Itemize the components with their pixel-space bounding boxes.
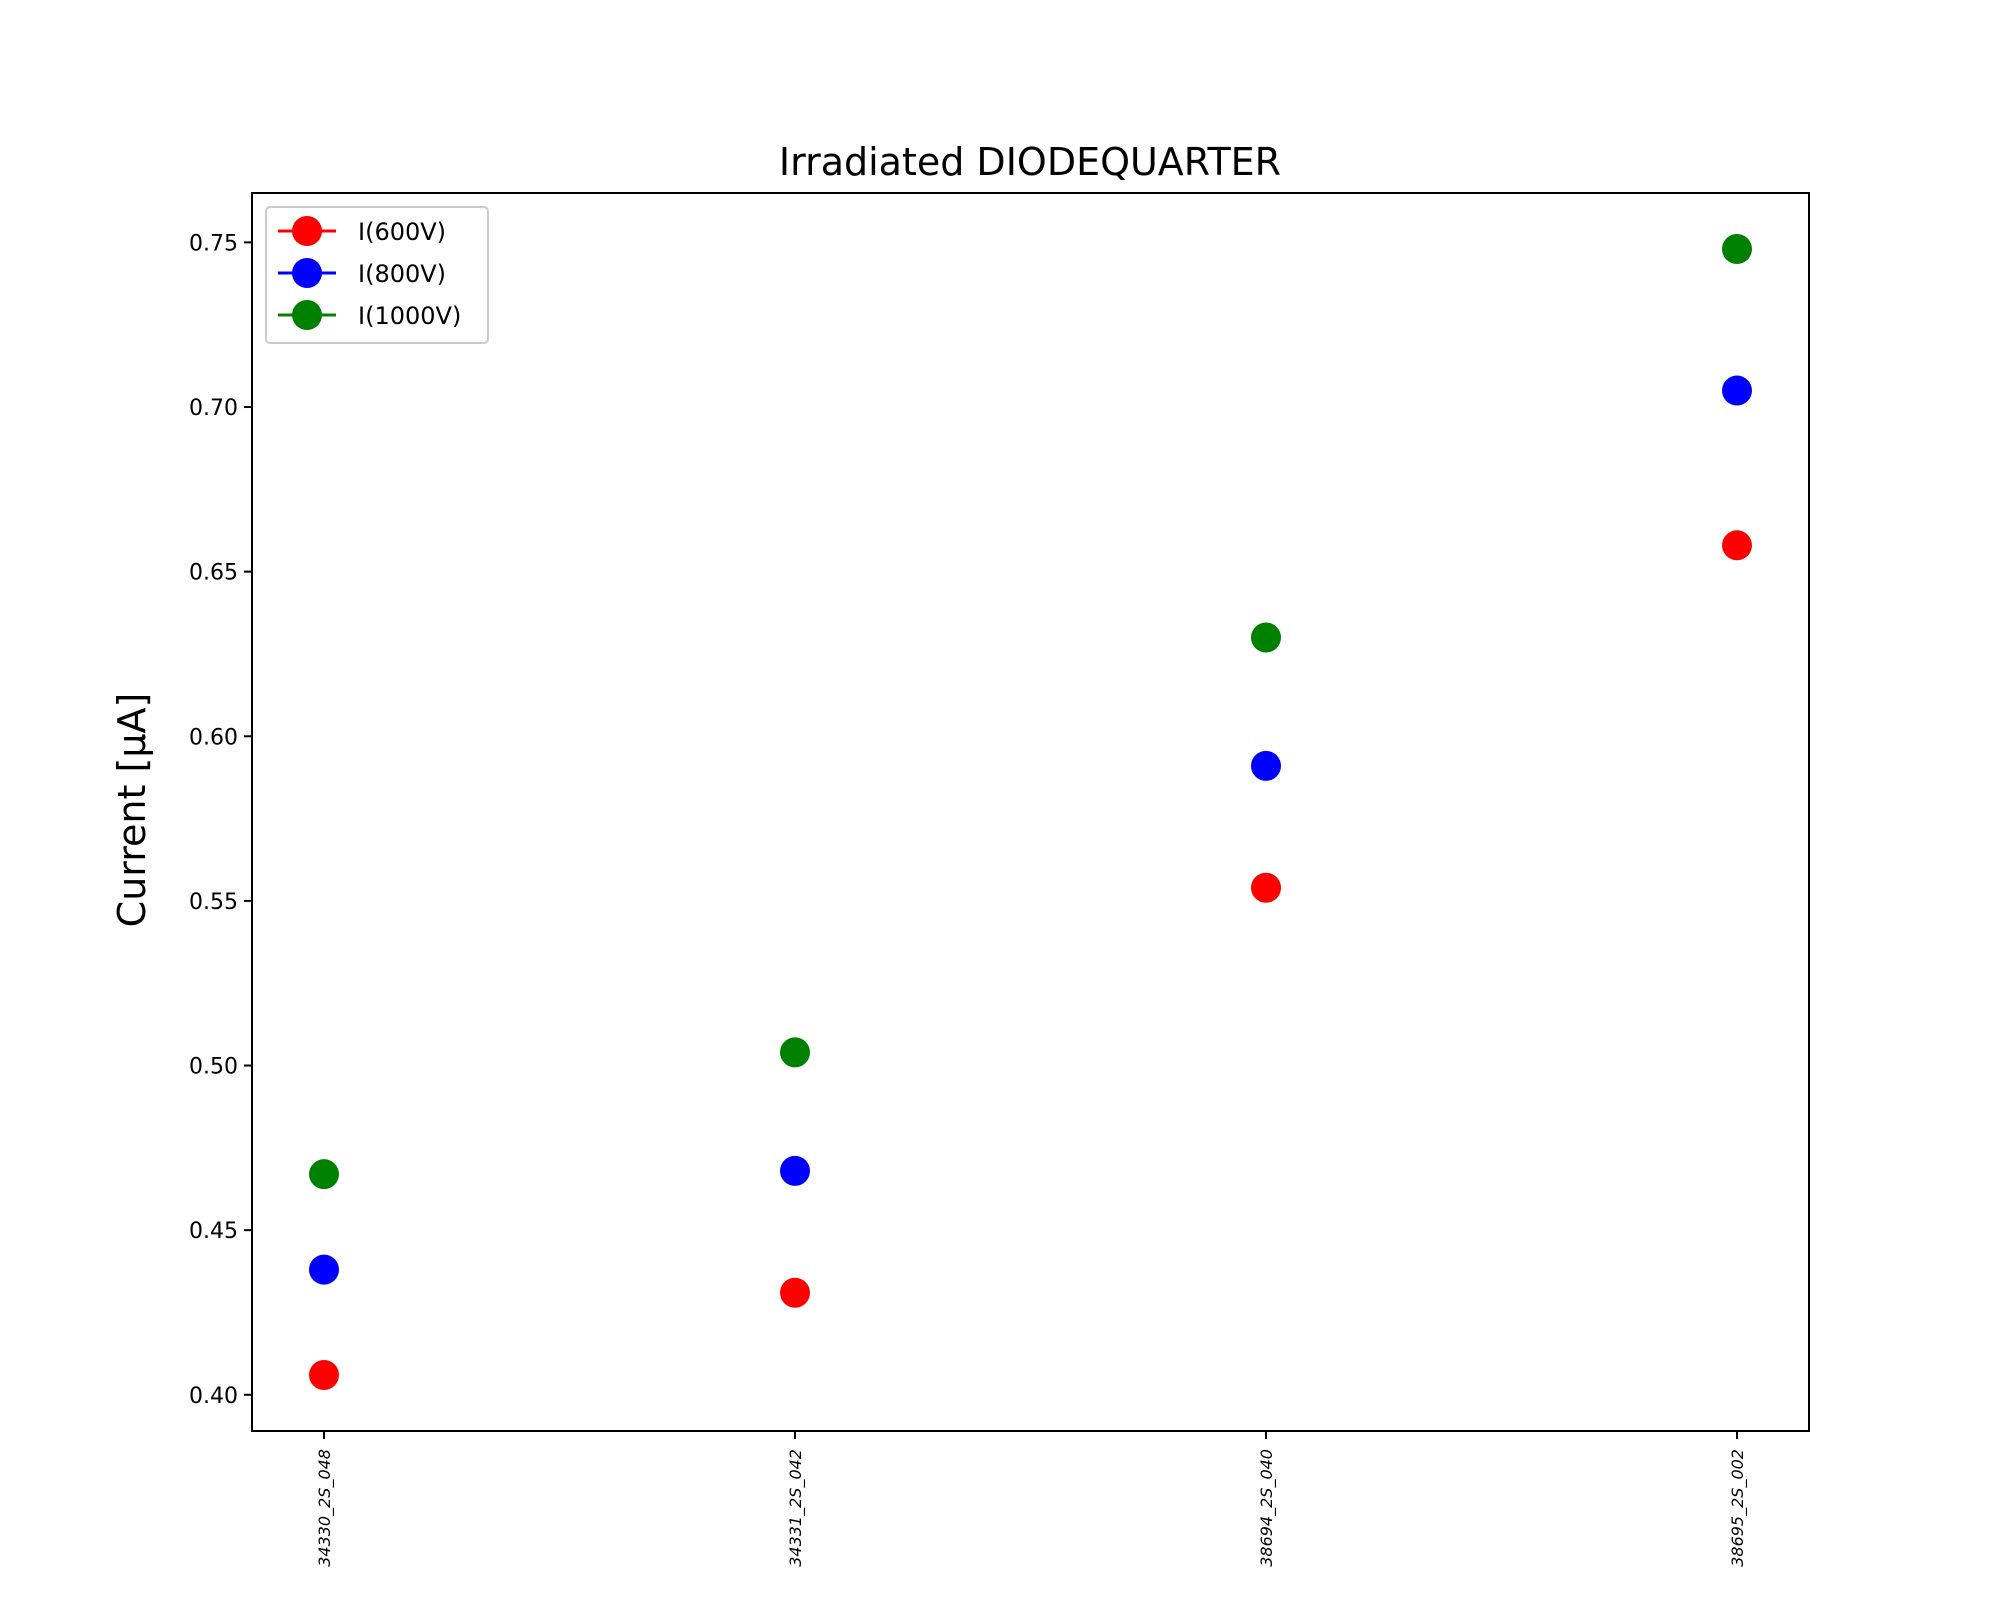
legend-marker bbox=[292, 300, 322, 330]
data-point bbox=[780, 1155, 810, 1186]
data-point bbox=[1722, 375, 1752, 406]
y-tick-label: 0.65 bbox=[189, 561, 238, 586]
data-point bbox=[1722, 530, 1752, 561]
data-point bbox=[1722, 233, 1752, 264]
x-tick-label: 34331_2S_042 bbox=[786, 1449, 806, 1567]
data-point bbox=[1251, 622, 1281, 653]
data-point bbox=[309, 1360, 339, 1391]
legend: I(600V) I(800V) I(1000V) bbox=[265, 206, 489, 344]
legend-label: I(600V) bbox=[358, 218, 446, 246]
x-axis: 34330_2S_048 34331_2S_042 38694_2S_040 3869… bbox=[315, 1431, 1748, 1567]
chart-title: Irradiated DIODEQUARTER bbox=[779, 140, 1281, 184]
x-tick-label: 38694_2S_040 bbox=[1257, 1449, 1277, 1567]
y-tick-label: 0.60 bbox=[189, 725, 238, 750]
data-point bbox=[309, 1254, 339, 1285]
legend-label: I(1000V) bbox=[358, 302, 461, 330]
plot-area-frame bbox=[251, 192, 1810, 1432]
y-axis: 0.40 0.45 0.50 0.55 0.60 0.65 0.70 0.75 bbox=[189, 231, 252, 1409]
data-point bbox=[780, 1037, 810, 1068]
y-tick-label: 0.45 bbox=[189, 1219, 238, 1244]
data-point bbox=[309, 1159, 339, 1190]
y-tick-label: 0.40 bbox=[189, 1384, 238, 1409]
data-point bbox=[1251, 750, 1281, 781]
y-tick-label: 0.50 bbox=[189, 1055, 238, 1080]
data-point bbox=[780, 1277, 810, 1308]
y-axis-label: Current [μA] bbox=[110, 693, 154, 928]
x-tick-label: 34330_2S_048 bbox=[315, 1449, 335, 1567]
y-tick-label: 0.75 bbox=[189, 231, 238, 256]
legend-box bbox=[265, 206, 489, 344]
legend-marker bbox=[292, 216, 322, 246]
y-tick-label: 0.55 bbox=[189, 890, 238, 915]
y-tick-label: 0.70 bbox=[189, 396, 238, 421]
legend-marker bbox=[292, 258, 322, 288]
data-points bbox=[309, 233, 1752, 1391]
legend-label: I(800V) bbox=[358, 260, 446, 288]
x-tick-label: 38695_2S_002 bbox=[1728, 1449, 1748, 1567]
data-point bbox=[1251, 872, 1281, 903]
